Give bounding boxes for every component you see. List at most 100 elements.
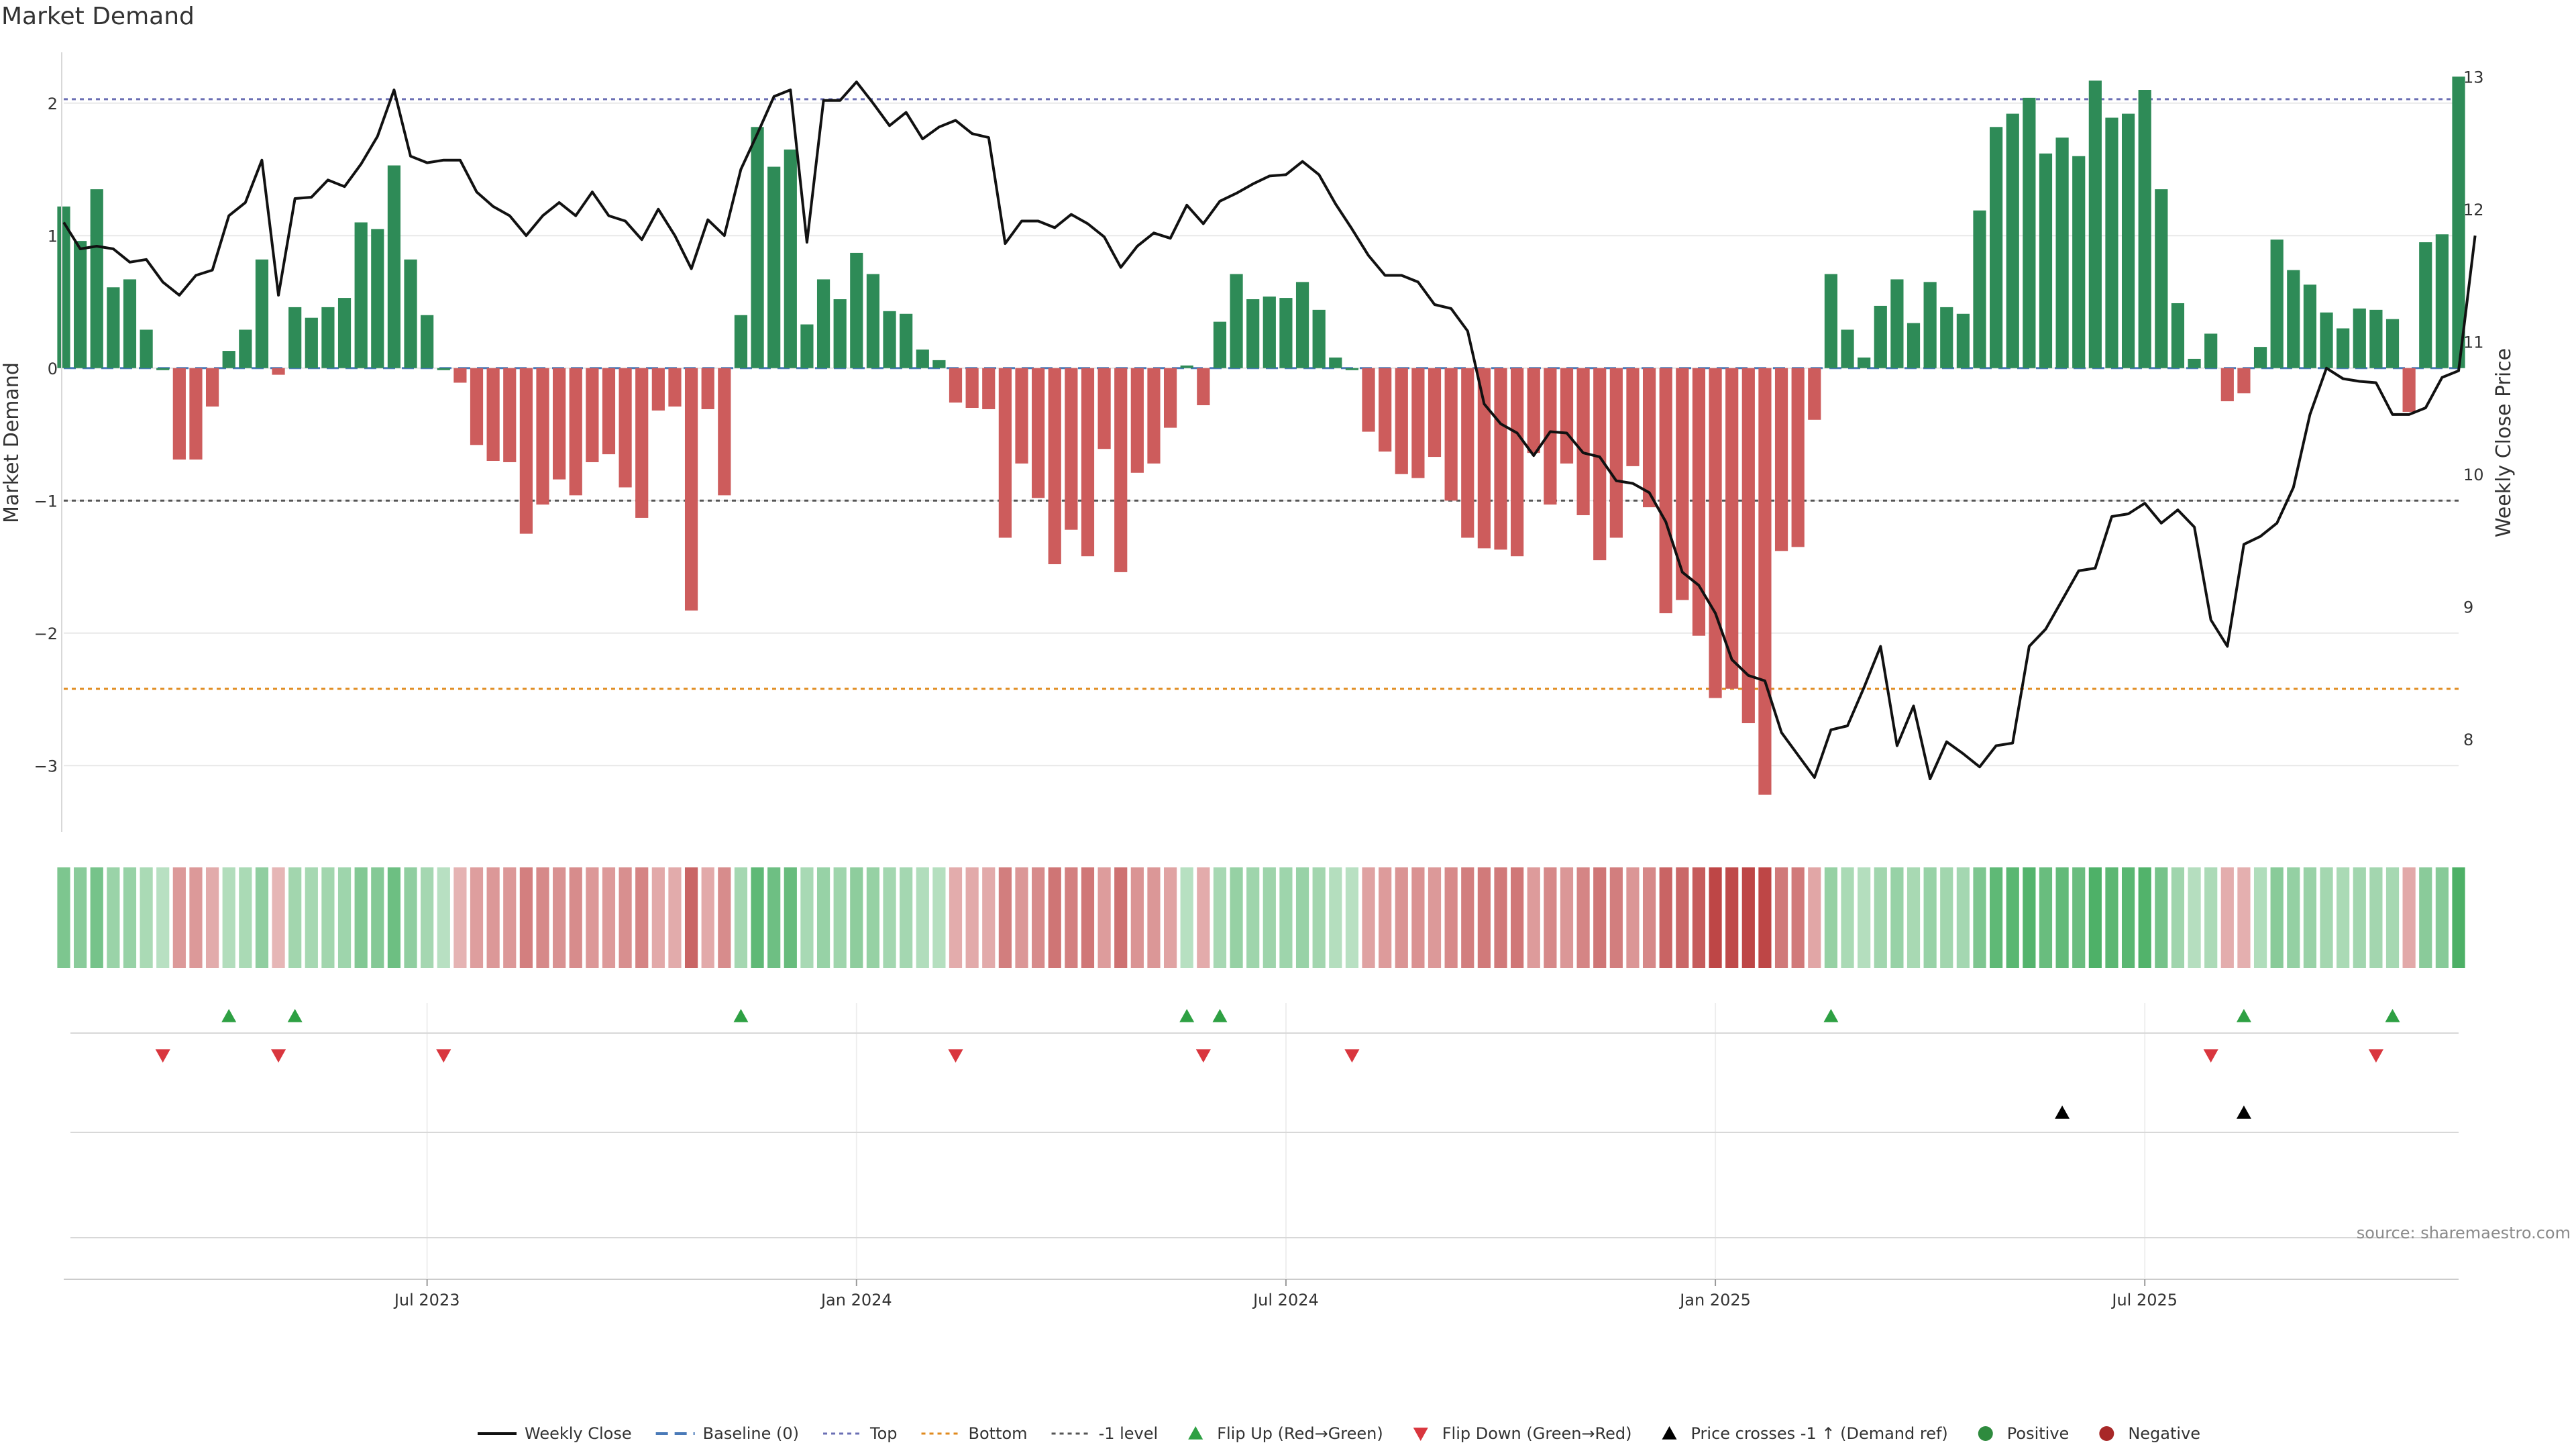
demand-bar <box>586 368 599 462</box>
heat-cell <box>2320 867 2333 968</box>
heat-cell <box>668 867 682 968</box>
heat-cell <box>371 867 384 968</box>
demand-bar <box>421 315 434 368</box>
heat-cell <box>2337 867 2350 968</box>
heat-cell <box>536 867 549 968</box>
demand-bar <box>1609 368 1623 538</box>
heat-cell <box>883 867 896 968</box>
heat-cell <box>305 867 318 968</box>
demand-bar <box>1477 368 1491 549</box>
demand-bar <box>272 368 285 375</box>
y-tick-label: −2 <box>34 625 58 643</box>
demand-bar <box>2006 113 2019 368</box>
demand-bar <box>684 368 698 611</box>
heat-cell <box>2188 867 2201 968</box>
demand-bar <box>2138 90 2151 368</box>
demand-bar <box>718 368 731 496</box>
heat-cell <box>2121 867 2135 968</box>
heat-cell <box>1065 867 1078 968</box>
heat-cell <box>1345 867 1359 968</box>
demand-bar <box>2369 309 2383 368</box>
heat-cell <box>1923 867 1937 968</box>
heat-cell <box>701 867 714 968</box>
demand-bar <box>1461 368 1474 538</box>
demand-bar <box>2402 368 2416 412</box>
heat-cell <box>1015 867 1028 968</box>
heat-cell <box>2385 867 2400 968</box>
y2-tick-label: 12 <box>2463 201 2484 219</box>
flip-up-marker <box>221 1009 237 1022</box>
demand-bar <box>2188 358 2201 368</box>
legend-label: Baseline (0) <box>703 1424 799 1443</box>
heat-cell <box>1230 867 1243 968</box>
heat-cell <box>784 867 797 968</box>
heat-cell <box>850 867 863 968</box>
demand-bar <box>2385 319 2400 368</box>
heat-cell <box>1114 867 1128 968</box>
flip-up-marker <box>733 1009 749 1022</box>
heat-cell <box>1676 867 1689 968</box>
heat-cell <box>1576 867 1590 968</box>
legend-item: Top <box>823 1424 898 1443</box>
demand-bar <box>107 287 120 368</box>
heat-cell <box>1511 867 1524 968</box>
demand-bar <box>1114 368 1128 572</box>
demand-bar <box>1841 329 1854 368</box>
heat-cell <box>205 867 219 968</box>
heat-cell <box>1874 867 1887 968</box>
legend-item: -1 level <box>1051 1424 1159 1443</box>
heat-cell <box>1477 867 1491 968</box>
heat-cell <box>1626 867 1640 968</box>
heat-cell <box>1791 867 1805 968</box>
demand-bar <box>470 368 484 445</box>
flip-up-marker <box>1212 1009 1228 1022</box>
y-tick-label: −3 <box>34 757 58 775</box>
demand-bar <box>1940 307 1953 368</box>
heat-cell <box>586 867 599 968</box>
demand-bar <box>189 368 203 460</box>
heat-cell <box>2055 867 2069 968</box>
demand-bar <box>1213 321 1227 368</box>
demand-bar <box>1692 368 1706 636</box>
heat-cell <box>1858 867 1871 968</box>
heat-cell <box>421 867 434 968</box>
heat-cell <box>2220 867 2234 968</box>
demand-bar <box>1824 274 1838 368</box>
heat-cell <box>1395 867 1408 968</box>
heat-cell <box>1295 867 1309 968</box>
legend-label: -1 level <box>1099 1424 1159 1443</box>
heat-cell <box>1659 867 1672 968</box>
demand-bar <box>2072 156 2086 368</box>
demand-bar <box>800 324 814 368</box>
demand-bar <box>668 368 682 407</box>
demand-bar <box>569 368 582 496</box>
demand-bar <box>965 368 979 408</box>
demand-bar <box>1544 368 1557 505</box>
heat-cell <box>1990 867 2003 968</box>
heat-cell <box>503 867 517 968</box>
demand-bar <box>1494 368 1507 550</box>
heat-cell <box>1593 867 1607 968</box>
heat-cell <box>1312 867 1326 968</box>
heat-cell <box>900 867 913 968</box>
demand-bar <box>553 368 566 480</box>
heat-cell <box>635 867 649 968</box>
x-tick-label: Jan 2024 <box>820 1291 892 1309</box>
demand-bar <box>784 149 797 368</box>
heat-cell <box>470 867 484 968</box>
heat-cell <box>156 867 170 968</box>
heat-cell <box>1097 867 1111 968</box>
heat-cell <box>337 867 352 968</box>
heat-cell <box>2253 867 2267 968</box>
demand-bar <box>1048 368 1061 565</box>
heat-cell <box>2237 867 2251 968</box>
heat-cell <box>272 867 285 968</box>
heat-cell <box>1329 867 1342 968</box>
demand-bar <box>701 368 714 409</box>
heat-cell <box>354 867 368 968</box>
demand-bar <box>1890 279 1904 368</box>
demand-bar <box>883 311 896 368</box>
demand-bar <box>751 127 764 368</box>
x-axis-ticks: Jul 2023 Jan 2024 Jul 2024 Jan 2025 Jul 2025 <box>393 1279 2178 1309</box>
